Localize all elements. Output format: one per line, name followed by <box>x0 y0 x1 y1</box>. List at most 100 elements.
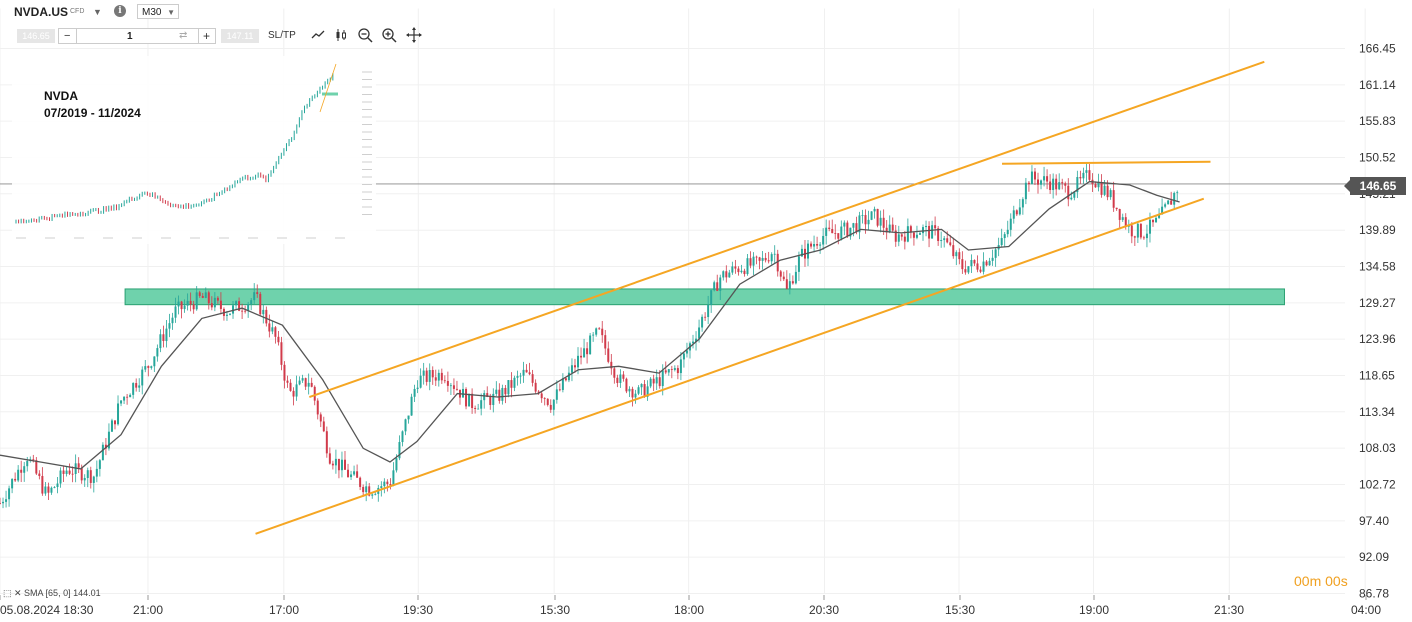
candle-body <box>232 305 235 314</box>
candle-body <box>955 252 958 257</box>
x-tick-label: 20:30 <box>809 603 839 617</box>
candle-body <box>634 393 637 398</box>
crosshair-icon[interactable] <box>406 27 422 43</box>
candle-body <box>280 342 283 365</box>
candle-body <box>813 243 816 247</box>
candle-body <box>244 310 247 312</box>
candle-body <box>120 400 123 404</box>
candle-body <box>413 388 416 397</box>
candle-body <box>1009 218 1012 230</box>
candle-body <box>1167 200 1170 205</box>
candle-body <box>722 271 725 278</box>
candle-body <box>631 388 634 398</box>
candle-body <box>934 225 937 229</box>
quantity-value[interactable]: 1 <box>127 31 133 42</box>
candle-body <box>80 467 83 481</box>
candle-body <box>434 377 437 381</box>
candle-body <box>589 335 592 355</box>
chevron-down-icon: ▼ <box>167 8 175 17</box>
sl-tp-button[interactable]: SL/TP <box>268 30 296 41</box>
candle-body <box>610 361 613 369</box>
remove-indicator-icon[interactable]: ⬚ ✕ <box>3 588 25 598</box>
candle-body <box>462 388 465 398</box>
candle-body <box>816 243 819 246</box>
decrease-quantity-button[interactable]: − <box>64 30 71 42</box>
candle-body <box>604 335 607 349</box>
candle-body <box>967 266 970 273</box>
candle-body <box>646 386 649 397</box>
candle-body <box>340 459 343 471</box>
candle-body <box>356 471 359 478</box>
candle-body <box>1145 233 1148 239</box>
candle-body <box>528 372 531 375</box>
candle-body <box>235 301 238 306</box>
inset-title-range: 07/2019 - 11/2024 <box>44 106 141 120</box>
timeframe-select[interactable]: M30 ▼ <box>137 4 179 19</box>
candle-body <box>1012 210 1015 219</box>
candle-body <box>716 282 719 291</box>
candle-body <box>909 226 912 233</box>
candle-body <box>979 269 982 272</box>
candle-body <box>289 382 292 391</box>
y-tick-label: 102.72 <box>1359 477 1396 491</box>
candle-body <box>658 377 661 387</box>
candle-body <box>522 369 525 376</box>
candle-body <box>192 304 195 310</box>
swap-icon[interactable]: ⇄ <box>179 30 188 41</box>
indicator-legend[interactable]: ⬚ ✕ SMA [65, 0] 144.01 <box>3 588 101 599</box>
candle-body <box>770 254 773 262</box>
candle-body <box>431 370 434 378</box>
candle-body <box>1076 177 1079 193</box>
line-chart-icon[interactable] <box>310 27 326 43</box>
candle-body <box>958 252 961 260</box>
candle-body <box>443 380 446 382</box>
candle-body <box>1170 200 1173 205</box>
candle-body <box>1043 176 1046 181</box>
candle-body <box>891 224 894 231</box>
x-tick-label: 19:00 <box>1079 603 1109 617</box>
candle-body <box>398 442 401 459</box>
candle-body <box>1142 237 1145 239</box>
candle-body <box>915 234 918 238</box>
candle-body <box>849 227 852 237</box>
candle-body <box>858 215 861 233</box>
info-icon[interactable]: i <box>114 5 126 17</box>
candle-body <box>1130 225 1133 237</box>
increase-quantity-button[interactable]: + <box>203 29 211 43</box>
candle-body <box>380 486 383 488</box>
symbol-dropdown-icon[interactable]: ▼ <box>93 7 102 17</box>
candle-body <box>961 259 964 270</box>
candle-body <box>758 257 761 261</box>
y-tick-label: 123.96 <box>1359 332 1396 346</box>
candle-body <box>259 293 262 315</box>
candle-body <box>437 372 440 381</box>
candle-body <box>201 295 204 298</box>
quantity-stepper[interactable]: − 1 ⇄ + <box>58 28 216 44</box>
candle-body <box>1015 210 1018 215</box>
candle-body <box>1037 179 1040 185</box>
candle-body <box>685 350 688 354</box>
candle-body <box>922 227 925 234</box>
candle-body <box>1006 229 1009 235</box>
buy-price-button[interactable]: 147.11 <box>221 29 259 43</box>
candle-body <box>1021 199 1024 208</box>
candle-body <box>946 238 949 243</box>
candle-body <box>1070 197 1073 200</box>
candle-body <box>204 292 207 298</box>
candle-body <box>401 431 404 443</box>
candle-body <box>737 268 740 273</box>
candle-body <box>779 271 782 277</box>
candle-body <box>837 233 840 239</box>
y-tick-label: 166.45 <box>1359 42 1396 56</box>
candle-body <box>831 229 834 234</box>
zoom-in-icon[interactable] <box>381 27 397 43</box>
zoom-out-icon[interactable] <box>357 27 373 43</box>
sell-price-button[interactable]: 146.65 <box>17 29 55 43</box>
candle-body <box>749 258 752 266</box>
candle-body <box>292 390 295 397</box>
candle-body <box>17 469 20 481</box>
candle-body <box>1121 217 1124 220</box>
symbol-name[interactable]: NVDA.US <box>14 5 69 19</box>
candlestick-icon[interactable] <box>334 27 350 43</box>
